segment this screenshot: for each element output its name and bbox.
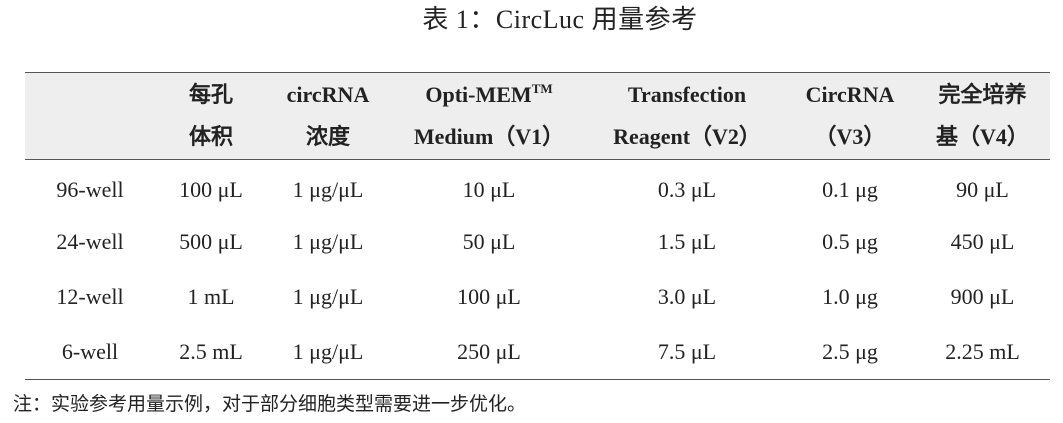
table-cell: 24-well: [56, 229, 124, 254]
dosage-table-container: 每孔 体积 circRNA 浓度 Opti-MEMTM Medium（V1） T…: [25, 72, 1050, 380]
table-cell: 100 μL: [457, 284, 521, 309]
table-row-96-well: 96-well 100 μL 1 μg/μL 10 μL 0.3 μL 0.1 …: [25, 160, 1050, 215]
table-cell: 2.5 mL: [179, 338, 243, 364]
table-cell: 96-well: [56, 177, 124, 203]
table-cell: 450 μL: [950, 229, 1015, 254]
dosage-table: 每孔 体积 circRNA 浓度 Opti-MEMTM Medium（V1） T…: [25, 72, 1050, 380]
table-cell: 2.5 μg: [822, 338, 878, 364]
table-cell: 0.1 μg: [822, 177, 878, 203]
table-cell: 1 mL: [187, 284, 235, 309]
header-cell-opti-mem: Opti-MEMTM Medium（V1）: [413, 81, 565, 149]
trademark-superscript: TM: [531, 81, 553, 96]
table-cell: 1.0 μg: [822, 284, 878, 309]
table-cell: 0.5 μg: [822, 229, 878, 254]
table-cell: 90 μL: [956, 177, 1009, 203]
table-cell: 7.5 μL: [657, 338, 717, 364]
header-cell-circrna-concentration: circRNA 浓度: [286, 82, 370, 149]
table-cell: 50 μL: [462, 229, 516, 254]
header-cell-plate: [25, 73, 155, 160]
table-row-24-well: 24-well 500 μL 1 μg/μL 50 μL 1.5 μL 0.5 …: [25, 215, 1050, 270]
table-cell: 900 μL: [950, 284, 1015, 309]
table-cell: 12-well: [56, 284, 124, 309]
table-cell: 1 μg/μL: [292, 338, 364, 364]
table-footnote: 注：实验参考用量示例，对于部分细胞类型需要进一步优化。: [13, 394, 527, 415]
header-cell-complete-medium: 完全培养 基（V4）: [936, 82, 1029, 149]
table-cell: 10 μL: [462, 177, 516, 203]
table-cell: 1 μg/μL: [292, 229, 364, 254]
table-cell: 250 μL: [457, 338, 521, 364]
table-cell: 1.5 μL: [657, 229, 717, 254]
table-cell: 500 μL: [179, 229, 243, 254]
table-cell: 0.3 μL: [657, 177, 717, 203]
table-cell: 1 μg/μL: [292, 284, 364, 309]
table-cell: 1 μg/μL: [292, 177, 364, 203]
table-cell: 6-well: [61, 338, 119, 364]
table-caption: 表 1：CircLuc 用量参考: [422, 5, 698, 34]
header-cell-well-volume: 每孔 体积: [188, 82, 233, 149]
header-cell-circrna-amount: CircRNA （V3）: [805, 82, 895, 149]
table-cell: 100 μL: [179, 177, 243, 203]
header-cell-transfection-reagent: Transfection Reagent（V2）: [613, 82, 761, 149]
table-row-12-well: 12-well 1 mL 1 μg/μL 100 μL 3.0 μL 1.0 μ…: [25, 270, 1050, 325]
table-header-row: 每孔 体积 circRNA 浓度 Opti-MEMTM Medium（V1） T…: [25, 72, 1050, 160]
table-row-6-well: 6-well 2.5 mL 1 μg/μL 250 μL 7.5 μL 2.5 …: [25, 325, 1050, 380]
table-cell: 3.0 μL: [657, 284, 717, 309]
table-cell: 2.25 mL: [945, 338, 1020, 364]
